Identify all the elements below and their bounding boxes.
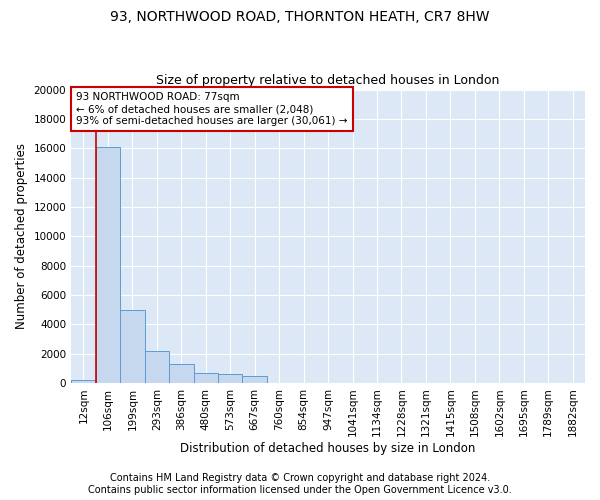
Title: Size of property relative to detached houses in London: Size of property relative to detached ho…	[157, 74, 500, 87]
Bar	[194, 372, 218, 383]
X-axis label: Distribution of detached houses by size in London: Distribution of detached houses by size …	[181, 442, 476, 455]
Text: 93, NORTHWOOD ROAD, THORNTON HEATH, CR7 8HW: 93, NORTHWOOD ROAD, THORNTON HEATH, CR7 …	[110, 10, 490, 24]
Bar	[95, 146, 120, 383]
Bar	[218, 374, 242, 383]
Bar	[169, 364, 194, 383]
Text: Contains HM Land Registry data © Crown copyright and database right 2024.
Contai: Contains HM Land Registry data © Crown c…	[88, 474, 512, 495]
Bar	[120, 310, 145, 383]
Y-axis label: Number of detached properties: Number of detached properties	[15, 143, 28, 329]
Bar	[242, 376, 267, 383]
Bar	[145, 350, 169, 383]
Text: 93 NORTHWOOD ROAD: 77sqm
← 6% of detached houses are smaller (2,048)
93% of semi: 93 NORTHWOOD ROAD: 77sqm ← 6% of detache…	[76, 92, 348, 126]
Bar	[71, 380, 95, 383]
